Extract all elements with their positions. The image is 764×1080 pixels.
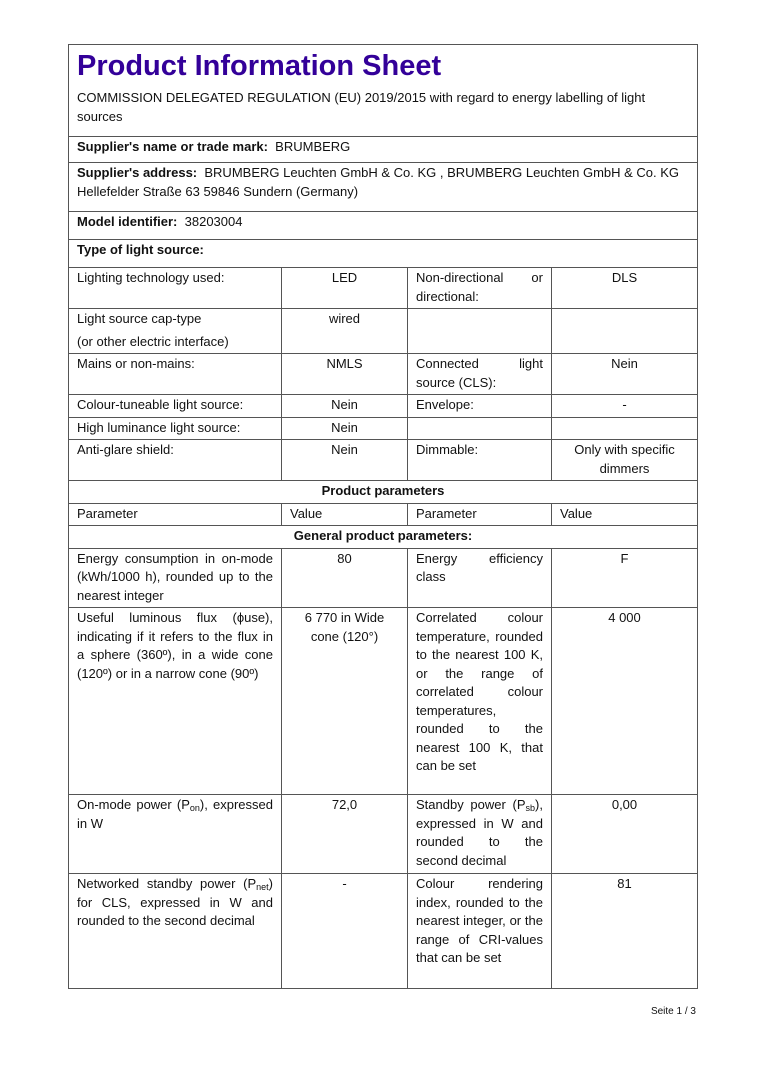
header-cell: Product Information Sheet COMMISSION DEL… [67, 44, 699, 137]
supplier-name-value: BRUMBERG [275, 139, 351, 154]
column-header: Parameter [407, 502, 552, 526]
general-parameters-heading: General product parameters: [67, 525, 699, 549]
parameter-label-2: Energy efficiency class [407, 547, 552, 608]
parameter-label-2: Standby power (Psb), expressed in W and … [407, 794, 552, 874]
column-header-row: Parameter Value Parameter Value [68, 502, 699, 526]
parameter-value-2: 4 000 [550, 607, 699, 795]
label-text: ), expressed in W [77, 797, 273, 831]
model-label: Model identifier: [77, 214, 178, 229]
parameter-value: 72,0 [281, 794, 408, 874]
label-subscript: net [256, 882, 269, 892]
product-information-table: Product Information Sheet COMMISSION DEL… [67, 44, 699, 989]
parameter-label: On-mode power (Pon), expressed in W [68, 794, 282, 874]
parameter-label: Useful luminous flux (ϕuse), indicating … [68, 607, 282, 795]
type-row: Colour-tuneable light source: Nein Envel… [68, 394, 699, 418]
type-value: wired [281, 308, 408, 354]
supplier-address-value: BRUMBERG Leuchten GmbH & Co. KG , BRUMBE… [77, 165, 680, 199]
supplier-address-label: Supplier's address: [77, 165, 198, 180]
label-text: On-mode power (P [77, 797, 190, 812]
type-row: Mains or non-mains: NMLS Connected light… [68, 353, 699, 395]
type-row: Anti-glare shield: Nein Dimmable: Only w… [68, 439, 699, 481]
type-value-2: Nein [550, 353, 699, 395]
type-value: NMLS [281, 353, 408, 395]
label-text: Standby power (P [416, 797, 526, 812]
product-parameters-heading: Product parameters [67, 480, 699, 504]
supplier-address-row: Supplier's address: BRUMBERG Leuchten Gm… [67, 162, 699, 212]
type-value-2 [550, 308, 699, 354]
column-header: Parameter [68, 502, 282, 526]
type-label-2 [407, 308, 552, 354]
parameter-label-2: Correlated colour temperature, rounded t… [407, 607, 552, 795]
type-label: Anti-glare shield: [68, 439, 282, 481]
type-label-2 [407, 416, 552, 440]
type-label-2: Dimmable: [407, 439, 552, 481]
type-label: Mains or non-mains: [68, 353, 282, 395]
column-header: Value [550, 502, 699, 526]
label-text: ), expressed in W and rounded to the sec… [416, 797, 543, 868]
parameter-label-2: Colour rendering index, rounded to the n… [407, 873, 552, 989]
regulation-text: COMMISSION DELEGATED REGULATION (EU) 201… [77, 90, 646, 124]
page-title: Product Information Sheet [77, 50, 442, 82]
parameter-value: - [281, 873, 408, 989]
parameter-label: Energy consumption in on-mode (kWh/1000 … [68, 547, 282, 608]
parameter-row: Useful luminous flux (ϕuse), indicating … [68, 607, 699, 795]
type-row: Light source cap-type (or other electric … [68, 308, 699, 354]
label-text: Networked standby power (P [77, 876, 257, 891]
label-subscript: sb [525, 803, 536, 813]
type-value-2 [550, 416, 699, 440]
type-label: High luminance light source: [68, 416, 282, 440]
type-label-2: Non-directional or directional: [407, 267, 552, 309]
type-value-2: - [550, 394, 699, 418]
type-label-2: Connected light source (CLS): [407, 353, 552, 395]
parameter-value-2: 81 [550, 873, 699, 989]
type-value: Nein [281, 416, 408, 440]
parameter-row: Energy consumption in on-mode (kWh/1000 … [68, 547, 699, 608]
type-label: Light source cap-type (or other electric … [68, 308, 282, 354]
parameter-row: On-mode power (Pon), expressed in W 72,0… [68, 794, 699, 874]
parameter-value-2: 0,00 [550, 794, 699, 874]
parameter-value: 6 770 in Wide cone (120°) [281, 607, 408, 795]
type-value-2: DLS [550, 267, 699, 309]
type-label-2: Envelope: [407, 394, 552, 418]
label-text: ) for CLS, expressed in W and rounded to… [77, 876, 273, 928]
page-label: Seite [650, 1006, 674, 1017]
model-row: Model identifier: 38203004 [67, 211, 699, 240]
parameter-value-2: F [550, 547, 699, 608]
cap-type-label: Light source cap-type [77, 311, 202, 326]
type-value-2: Only with specific dimmers [550, 439, 699, 481]
type-heading: Type of light source: [67, 239, 699, 268]
type-value: Nein [281, 439, 408, 481]
type-value: Nein [281, 394, 408, 418]
type-label: Lighting technology used: [68, 267, 282, 309]
supplier-name-row: Supplier's name or trade mark: BRUMBERG [67, 136, 699, 163]
type-value: LED [281, 267, 408, 309]
label-subscript: on [189, 803, 200, 813]
cap-type-sublabel: (or other electric interface) [77, 333, 229, 349]
parameter-value: 80 [281, 547, 408, 608]
type-label: Colour-tuneable light source: [68, 394, 282, 418]
parameter-label: Networked standby power (Pnet) for CLS, … [68, 873, 282, 989]
page-number: 1 / 3 [676, 1006, 696, 1017]
parameter-row: Networked standby power (Pnet) for CLS, … [68, 873, 699, 989]
page-footer: Seite 1 / 3 [651, 1006, 696, 1017]
model-value: 38203004 [184, 214, 243, 229]
column-header: Value [281, 502, 408, 526]
type-row: High luminance light source: Nein [68, 416, 699, 440]
supplier-name-label: Supplier's name or trade mark: [77, 139, 268, 154]
type-row: Lighting technology used: LED Non-direct… [68, 267, 699, 309]
